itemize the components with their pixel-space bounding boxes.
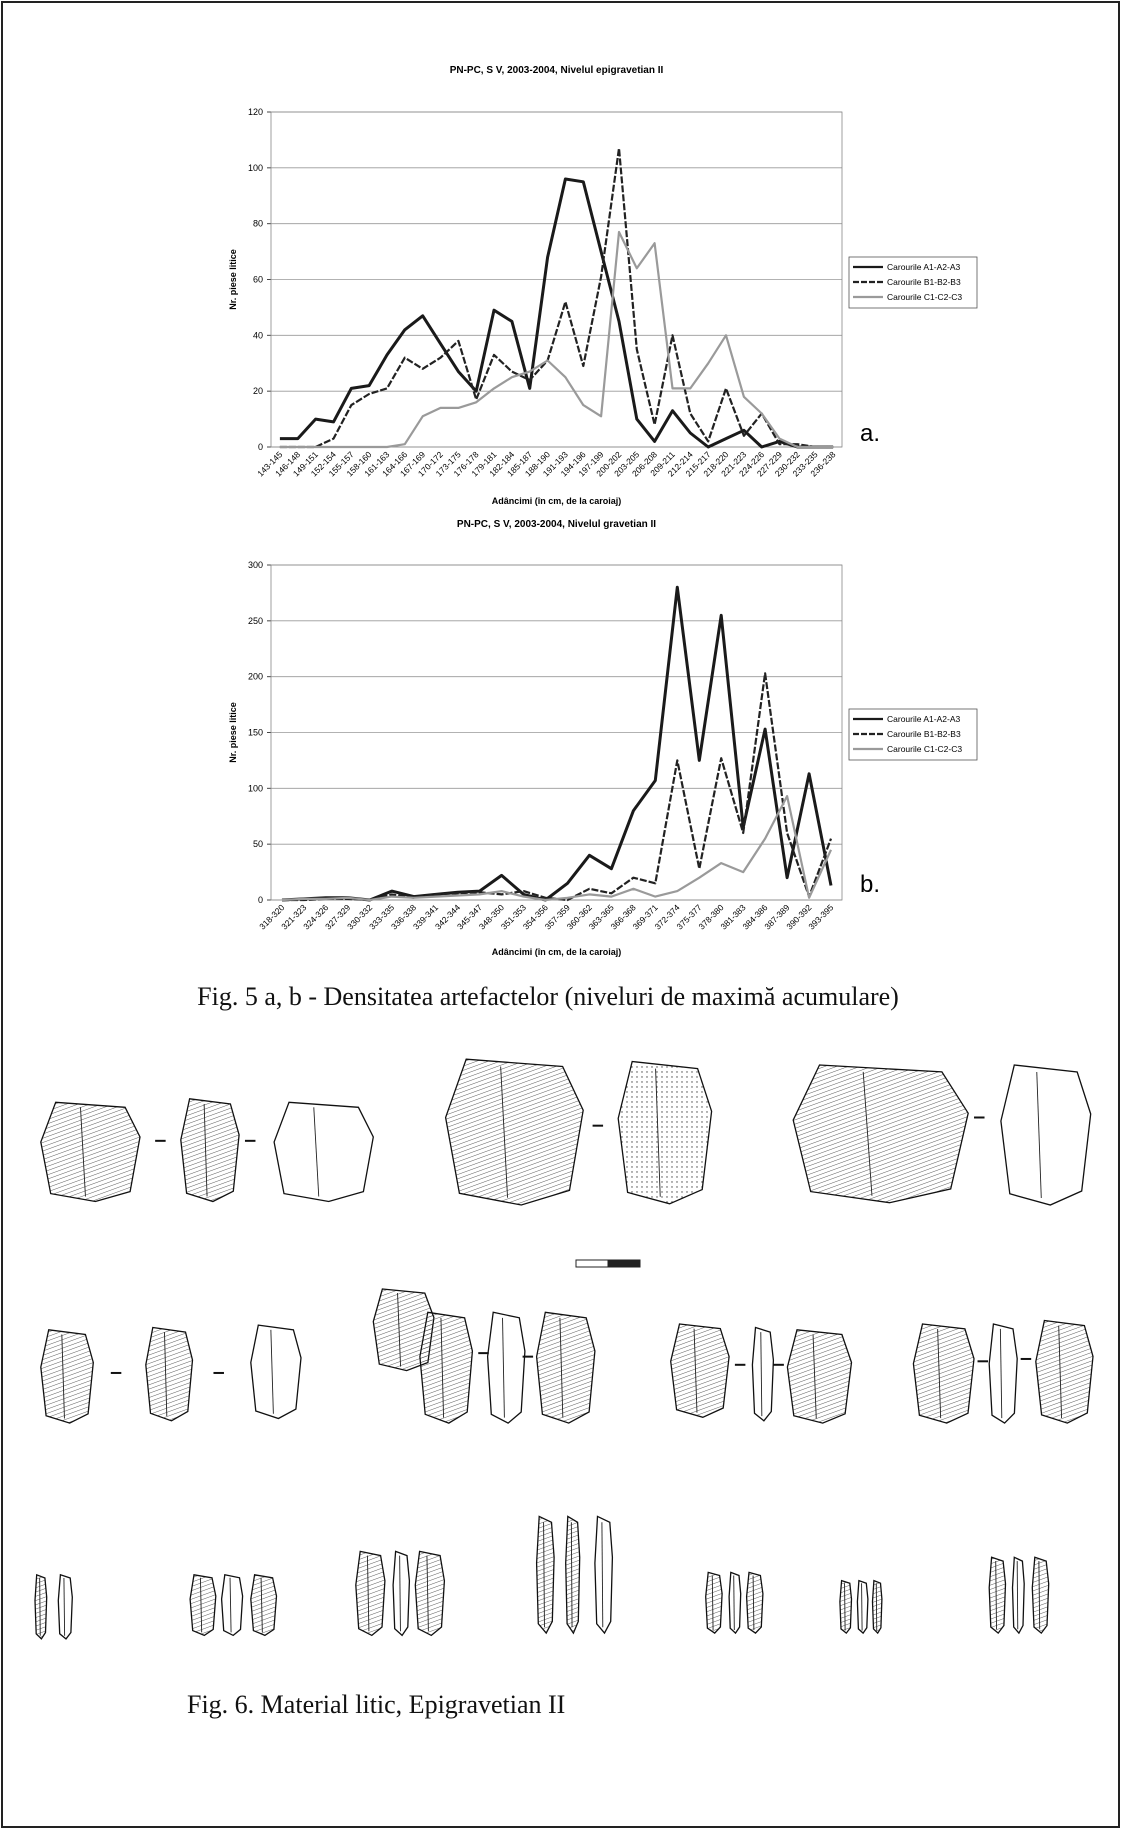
y-tick-label: 50 — [253, 839, 263, 849]
y-tick-label: 300 — [248, 560, 263, 570]
lithic-ridge — [734, 1575, 735, 1630]
lithic-outline — [793, 1065, 968, 1203]
y-tick-label: 100 — [248, 783, 263, 793]
lithic-outline — [989, 1324, 1017, 1423]
lithic-outline — [35, 1575, 47, 1639]
page: {"chart_data":[ {"type":"line","title":"… — [0, 0, 1121, 1829]
lithic-outline — [873, 1581, 882, 1634]
y-axis-title: Nr. piese litice — [228, 249, 238, 310]
lithic-outline — [181, 1099, 239, 1202]
lithic-outline — [446, 1059, 584, 1205]
y-tick-label: 80 — [253, 219, 263, 229]
y-tick-label: 120 — [248, 107, 263, 117]
lithic-outline — [840, 1581, 852, 1634]
lithic-outline — [1013, 1557, 1025, 1633]
series-line — [282, 796, 831, 900]
y-tick-label: 250 — [248, 616, 263, 626]
lithic-outline — [415, 1551, 444, 1635]
y-tick-label: 20 — [253, 386, 263, 396]
scale-bar — [576, 1260, 640, 1267]
y-tick-label: 100 — [248, 163, 263, 173]
legend-label: Carourile C1-C2-C3 — [887, 744, 962, 754]
x-tick-label: 393-395 — [806, 902, 835, 931]
y-tick-label: 200 — [248, 672, 263, 682]
lithic-outline — [537, 1516, 555, 1633]
y-axis-title: Nr. piese litice — [228, 702, 238, 763]
lithic-outline — [393, 1551, 409, 1635]
chart-title: PN-PC, S V, 2003-2004, Nivelul gravetian… — [457, 519, 656, 530]
lithic-outline — [41, 1330, 94, 1423]
lithic-outline — [222, 1575, 243, 1636]
legend-label: Carourile B1-B2-B3 — [887, 729, 961, 739]
lithic-outline — [566, 1516, 580, 1633]
lithic-outline — [356, 1551, 385, 1635]
panel-label: a. — [860, 420, 880, 447]
lithic-outline — [787, 1330, 851, 1423]
x-axis-title: Adâncimi (în cm, de la caroiaj) — [492, 947, 622, 957]
series-line — [282, 587, 831, 900]
lithic-outline — [729, 1572, 741, 1633]
lithic-outline — [595, 1516, 613, 1633]
y-tick-label: 0 — [258, 895, 263, 905]
lithic-outline — [618, 1062, 711, 1204]
figure-caption: Fig. 5 a, b - Densitatea artefactelor (n… — [197, 982, 899, 1011]
legend-label: Carourile C1-C2-C3 — [887, 292, 962, 302]
lithic-outline — [190, 1575, 216, 1636]
figure-caption: Fig. 6. Material litic, Epigravetian II — [187, 1690, 565, 1719]
lithic-outline — [251, 1575, 277, 1636]
lithic-outline — [857, 1581, 868, 1634]
lithic-outline — [537, 1312, 595, 1423]
lithic-outline — [1036, 1321, 1093, 1424]
lithic-outline — [251, 1325, 301, 1418]
lithic-outline — [146, 1328, 193, 1421]
panel-label: b. — [860, 871, 880, 898]
lithic-outline — [58, 1575, 72, 1639]
lithic-outline — [274, 1102, 373, 1201]
lithic-outline — [913, 1324, 974, 1423]
y-tick-label: 150 — [248, 728, 263, 738]
lithic-outline — [706, 1572, 722, 1633]
lithic-outline — [420, 1312, 473, 1423]
y-tick-label: 60 — [253, 275, 263, 285]
series-line — [280, 232, 833, 447]
lithic-ridge — [845, 1583, 846, 1630]
lithic-outline — [488, 1312, 525, 1423]
lithic-outline — [752, 1328, 773, 1421]
lithic-outline — [41, 1102, 140, 1201]
legend-label: Carourile B1-B2-B3 — [887, 277, 961, 287]
lithic-outline — [989, 1557, 1005, 1633]
chart-title: PN-PC, S V, 2003-2004, Nivelul epigravet… — [450, 65, 664, 76]
x-axis-title: Adâncimi (în cm, de la caroiaj) — [492, 496, 622, 506]
y-tick-label: 40 — [253, 330, 263, 340]
series-line — [280, 179, 833, 447]
lithic-outline — [671, 1324, 729, 1417]
legend-label: Carourile A1-A2-A3 — [887, 714, 961, 724]
lithic-outline — [747, 1572, 763, 1633]
page-svg: Fig. 5 a, b - Densitatea artefactelor (n… — [0, 0, 1121, 1829]
series-line — [282, 673, 831, 900]
legend-label: Carourile A1-A2-A3 — [887, 262, 961, 272]
lithic-ridge — [862, 1583, 863, 1630]
lithic-outline — [1032, 1557, 1048, 1633]
lithic-outline — [1001, 1065, 1091, 1205]
lithic-ridge — [40, 1578, 41, 1636]
lithic-ridge — [1017, 1561, 1018, 1629]
y-tick-label: 0 — [258, 442, 263, 452]
lithic-drawings — [35, 1059, 1093, 1639]
